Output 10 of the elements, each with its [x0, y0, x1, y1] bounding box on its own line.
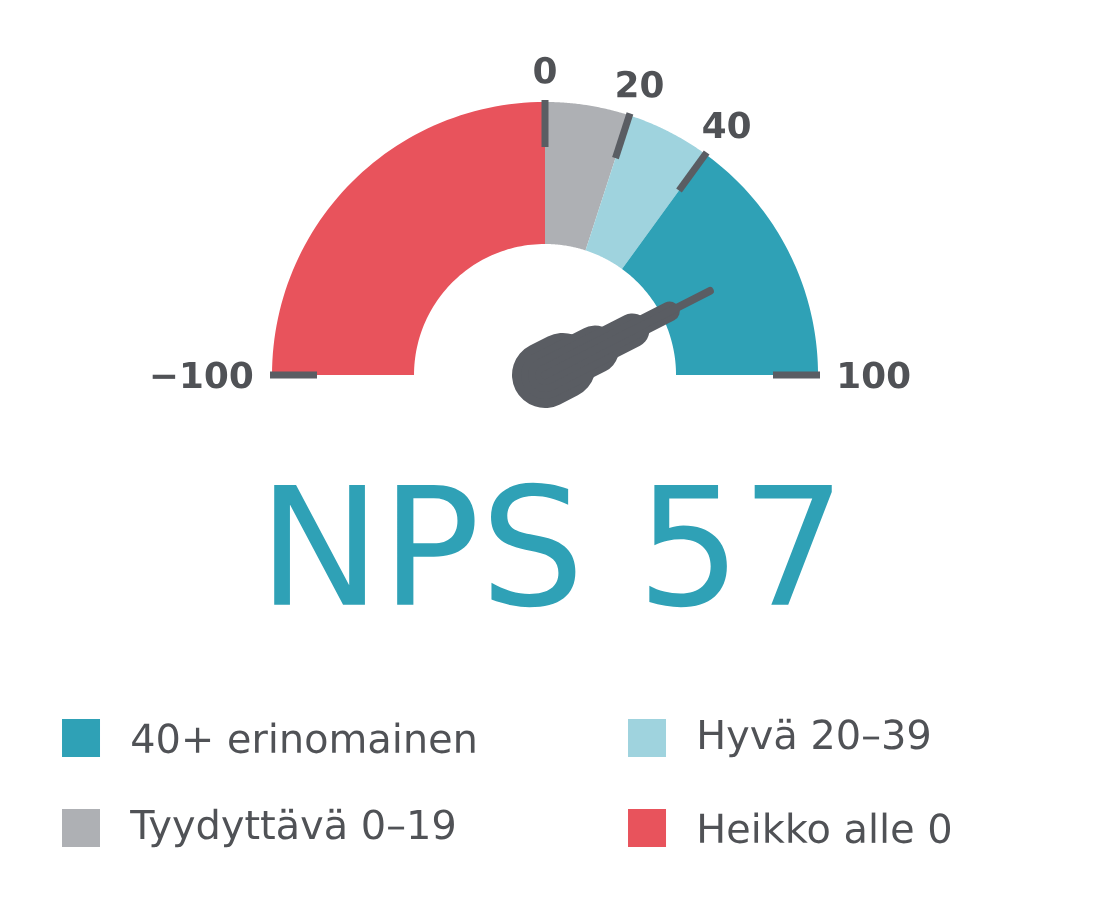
text: −100: [152, 361, 253, 389]
legend-label: Tyydyttävä 0–19: [130, 808, 454, 848]
legend-label: 40+ erinomainen: [132, 722, 475, 754]
legend-label: Hyvä 20–39: [700, 718, 929, 758]
text: 0: [534, 56, 556, 84]
text: NPS 57: [274, 482, 832, 608]
legend-label: Heikko alle 0: [700, 812, 951, 844]
text: 20: [617, 70, 663, 98]
text: 40: [703, 111, 750, 139]
text: 100: [840, 361, 910, 389]
